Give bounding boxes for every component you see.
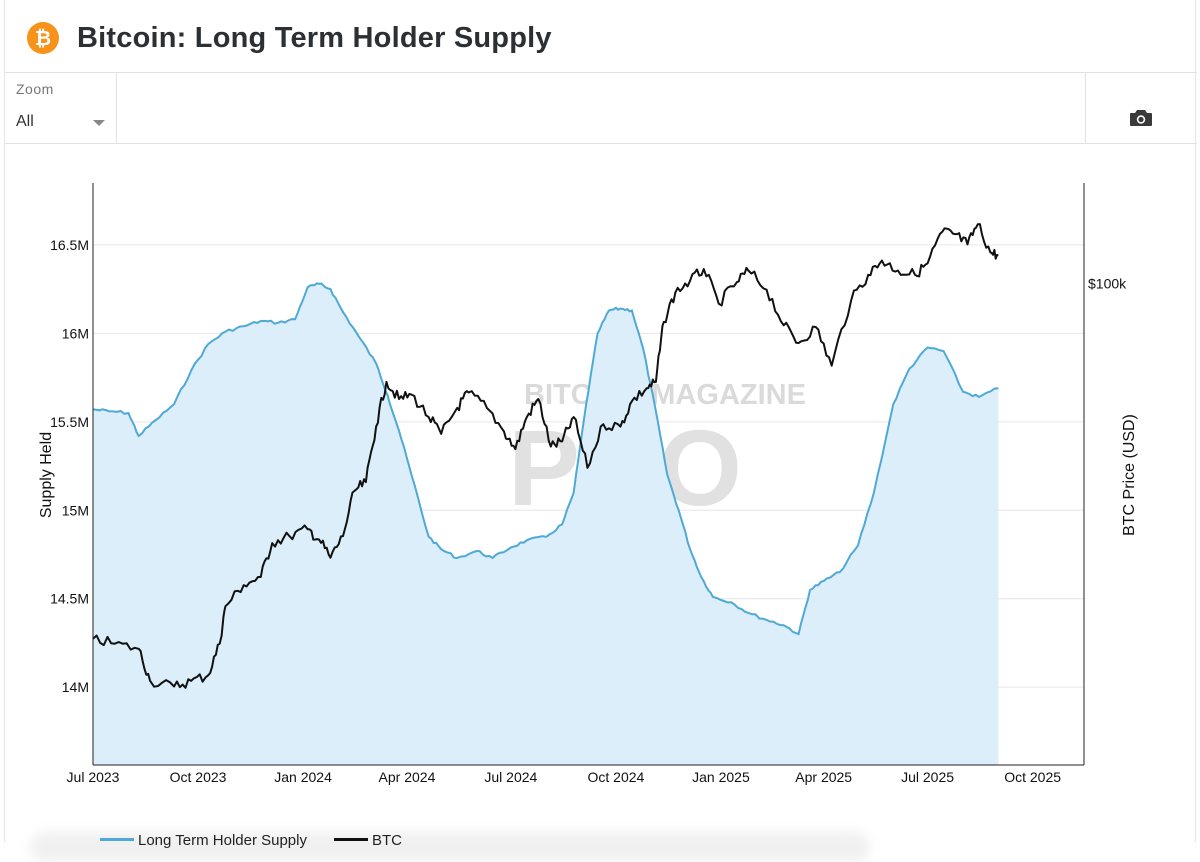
zoom-label: Zoom bbox=[16, 81, 54, 97]
ltsh-line bbox=[92, 282, 999, 636]
x-tick-labels: Jul 2023 Oct 2023 Jan 2024 Apr 2024 Jul 2024… bbox=[67, 769, 1062, 785]
zoom-select[interactable]: Zoom All bbox=[5, 73, 117, 143]
legend-swatch-ltsh bbox=[100, 838, 134, 841]
y-tick-label: 15.5M bbox=[50, 414, 89, 430]
y2-tick-labels: $100k bbox=[1088, 276, 1127, 292]
camera-icon bbox=[1130, 110, 1152, 126]
watermark-line1: BITCOIN MAGAZINE bbox=[524, 379, 806, 411]
x-tick-label: Jul 2024 bbox=[484, 769, 537, 785]
bitcoin-logo-icon: ₿ bbox=[27, 22, 59, 54]
chart-legend: Long Term Holder Supply BTC bbox=[0, 818, 1200, 862]
x-tick-label: Jul 2023 bbox=[67, 769, 120, 785]
legend-item-btc[interactable]: BTC bbox=[372, 832, 402, 849]
x-tick-label: Apr 2025 bbox=[795, 769, 852, 785]
chart-svg: BITCOIN MAGAZINE PRO 14M14.5M15M15.5M16M… bbox=[38, 183, 1138, 785]
axes bbox=[92, 183, 1085, 766]
y2-tick-label: $100k bbox=[1088, 276, 1127, 292]
legend-swatch-btc bbox=[334, 838, 368, 841]
zoom-value: All bbox=[16, 113, 34, 130]
screenshot-button[interactable] bbox=[1085, 73, 1197, 143]
y-tick-labels: 14M 14.5M 15M 15.5M 16M 16.5M bbox=[50, 237, 89, 695]
y-tick-label: 14M bbox=[62, 679, 89, 695]
chart-toolbar: Zoom All bbox=[5, 73, 1197, 144]
y-tick-label: 14.5M bbox=[50, 591, 89, 607]
x-tick-label: Jan 2024 bbox=[274, 769, 332, 785]
y-tick-label: 16.5M bbox=[50, 237, 89, 253]
page-title: Bitcoin: Long Term Holder Supply bbox=[77, 22, 552, 54]
y-tick-label: 16M bbox=[62, 325, 89, 341]
chevron-down-icon bbox=[93, 120, 105, 126]
y-axis-label: Supply Held bbox=[38, 432, 55, 518]
legend-item-ltsh[interactable]: Long Term Holder Supply bbox=[138, 832, 307, 849]
page-header: ₿ Bitcoin: Long Term Holder Supply bbox=[5, 0, 1197, 73]
y2-axis-label: BTC Price (USD) bbox=[1121, 414, 1138, 536]
x-tick-label: Apr 2024 bbox=[379, 769, 436, 785]
y-tick-label: 15M bbox=[62, 502, 89, 518]
x-tick-label: Oct 2023 bbox=[170, 769, 227, 785]
x-tick-label: Jul 2025 bbox=[901, 769, 954, 785]
x-tick-label: Jan 2025 bbox=[692, 769, 750, 785]
ltsh-area bbox=[93, 283, 999, 765]
x-tick-label: Oct 2024 bbox=[587, 769, 644, 785]
btc-line bbox=[92, 223, 999, 689]
app-frame: ₿ Bitcoin: Long Term Holder Supply Zoom … bbox=[4, 0, 1197, 842]
x-tick-label: Oct 2025 bbox=[1004, 769, 1061, 785]
